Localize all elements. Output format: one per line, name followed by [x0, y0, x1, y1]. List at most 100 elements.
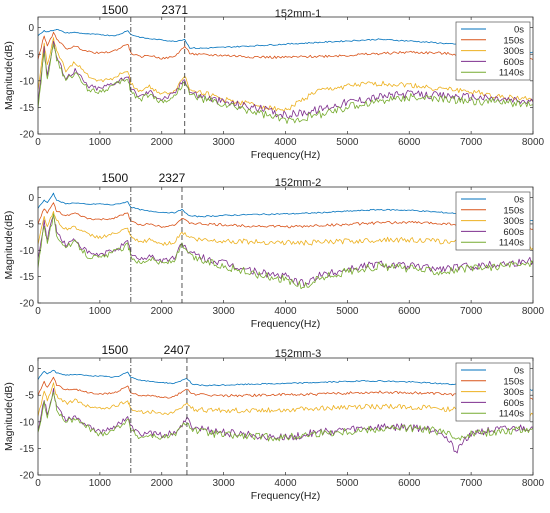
series-line-1140s: [38, 43, 533, 124]
chart-title: 152mm-2: [275, 177, 321, 189]
x-tick-label: 5000: [336, 306, 359, 317]
y-tick-label: -15: [20, 103, 35, 114]
x-tick-label: 7000: [460, 137, 483, 148]
series-line-1140s: [38, 213, 533, 290]
x-tick-label: 6000: [398, 137, 421, 148]
x-tick-label: 5000: [336, 478, 359, 489]
x-tick-label: 8000: [522, 137, 545, 148]
x-tick-label: 3000: [213, 306, 236, 317]
marker-label-1500: 1500: [101, 343, 128, 357]
series-line-0s: [38, 369, 533, 391]
series-line-600s: [38, 215, 533, 287]
y-tick-label: -15: [20, 272, 35, 283]
legend-label-0s: 0s: [514, 25, 524, 36]
x-tick-label: 2000: [151, 137, 174, 148]
legend-box: [455, 362, 531, 422]
marker-label-2407: 2407: [164, 343, 191, 357]
marker-label-2371: 2371: [161, 3, 188, 17]
legend-label-1140s: 1140s: [499, 409, 524, 420]
legend-label-300s: 300s: [503, 46, 524, 57]
series-group: [38, 28, 533, 124]
x-tick-label: 4000: [274, 137, 297, 148]
x-axis-label: Frequency(Hz): [251, 490, 320, 502]
y-tick-label: -5: [25, 391, 34, 402]
x-tick-label: 1000: [89, 306, 112, 317]
x-tick-label: 1000: [89, 137, 112, 148]
x-tick-label: 7000: [460, 306, 483, 317]
legend-label-1140s: 1140s: [499, 238, 524, 249]
legend-label-0s: 0s: [514, 195, 524, 206]
y-tick-label: -20: [20, 130, 35, 141]
legend-label-600s: 600s: [503, 398, 524, 409]
series-line-150s: [38, 31, 533, 61]
y-tick-label: -20: [20, 299, 35, 310]
x-tick-label: 2000: [151, 306, 174, 317]
series-line-0s: [38, 28, 533, 53]
plot-area: [38, 187, 533, 303]
chart-title: 152mm-1: [275, 8, 321, 20]
legend-label-300s: 300s: [503, 387, 524, 398]
chart-panel-2: 1500 2327 0 1000 2000 3000 4000 5000 6000 7000 800…: [3, 171, 545, 330]
x-tick-label: 7000: [460, 478, 483, 489]
series-line-150s: [38, 202, 533, 230]
y-tick-label: -10: [20, 417, 35, 428]
marker-label-1500: 1500: [101, 3, 128, 17]
series-line-300s: [38, 37, 533, 112]
series-group: [38, 192, 533, 290]
legend-label-150s: 150s: [503, 205, 524, 216]
series-line-300s: [38, 210, 533, 251]
legend-label-600s: 600s: [503, 227, 524, 238]
x-axis-label: Frequency(Hz): [251, 318, 320, 330]
x-tick-label: 0: [35, 306, 41, 317]
legend-label-150s: 150s: [503, 35, 524, 46]
x-tick-label: 8000: [522, 478, 545, 489]
y-axis-label: Magnitude(dB): [3, 382, 15, 451]
x-tick-label: 0: [35, 137, 41, 148]
x-tick-label: 4000: [274, 478, 297, 489]
chart-panel-1: 1500 2371 0 1000 2000 3000 4000 5000 6000 7000 800…: [3, 3, 545, 161]
chart-title: 152mm-3: [275, 348, 321, 360]
y-tick-label: 0: [28, 23, 34, 34]
series-line-150s: [38, 376, 533, 401]
y-tick-label: -20: [20, 471, 35, 482]
x-tick-label: 3000: [213, 137, 236, 148]
y-axis-label: Magnitude(dB): [3, 41, 15, 110]
series-line-1140s: [38, 391, 533, 442]
x-tick-label: 8000: [522, 306, 545, 317]
x-tick-label: 5000: [336, 137, 359, 148]
series-line-0s: [38, 192, 533, 222]
plot-area: [38, 17, 533, 134]
y-tick-label: 0: [28, 193, 34, 204]
x-axis-label: Frequency(Hz): [251, 149, 320, 161]
series-line-300s: [38, 382, 533, 417]
y-tick-label: -5: [25, 50, 34, 61]
y-tick-label: -5: [25, 219, 34, 230]
y-axis-label: Magnitude(dB): [3, 211, 15, 280]
legend-label-300s: 300s: [503, 216, 524, 227]
x-tick-label: 3000: [213, 478, 236, 489]
y-tick-label: -10: [20, 246, 35, 257]
legend-label-150s: 150s: [503, 376, 524, 387]
legend-label-0s: 0s: [514, 366, 524, 377]
x-tick-label: 4000: [274, 306, 297, 317]
chart-panel-3: 1500 2407 0 1000 2000 3000 4000 5000 6000 7000 800…: [3, 343, 545, 502]
x-tick-label: 2000: [151, 478, 174, 489]
y-tick-label: -10: [20, 76, 35, 87]
y-tick-label: -15: [20, 444, 35, 455]
x-tick-label: 0: [35, 478, 41, 489]
plot-area: [38, 358, 533, 475]
legend-label-1140s: 1140s: [499, 68, 524, 79]
legend-label-600s: 600s: [503, 57, 524, 68]
x-tick-label: 1000: [89, 478, 112, 489]
marker-label-1500: 1500: [101, 171, 128, 185]
x-tick-label: 6000: [398, 306, 421, 317]
y-tick-label: 0: [28, 364, 34, 375]
series-group: [38, 369, 533, 454]
series-line-600s: [38, 387, 533, 454]
marker-label-2327: 2327: [159, 171, 186, 185]
